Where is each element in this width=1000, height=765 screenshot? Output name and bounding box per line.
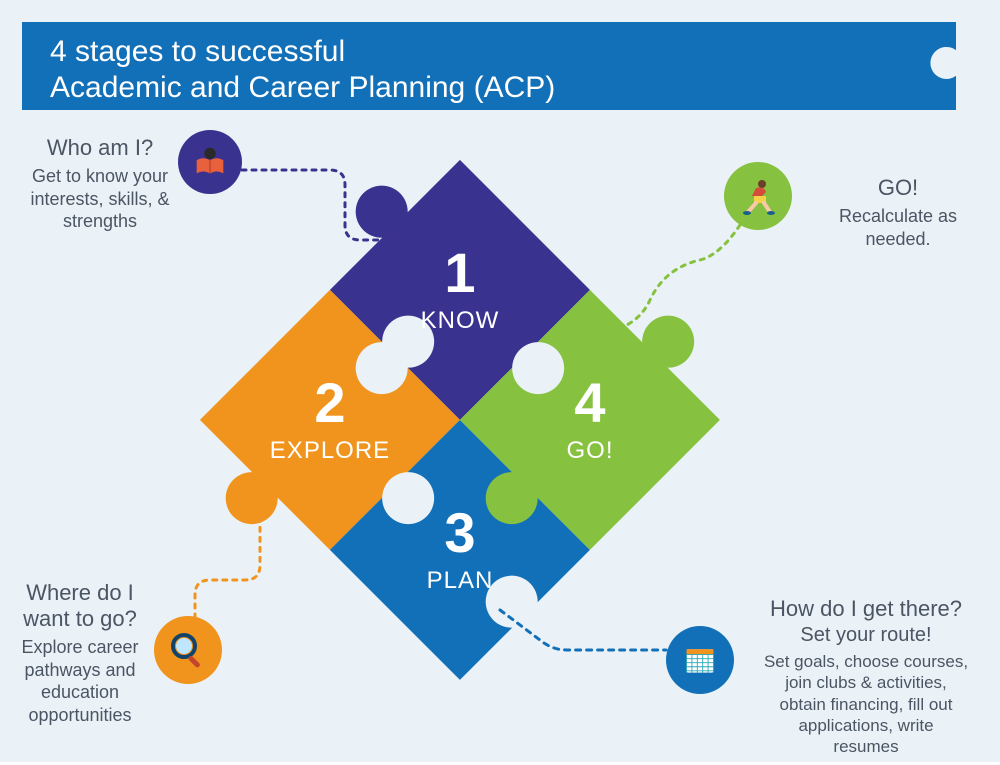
plan-callout-heading: How do I get there? [740, 596, 992, 622]
explore-callout-desc: Explore careerpathways andeducationoppor… [0, 636, 160, 726]
go-callout: GO! Recalculate asneeded. [808, 175, 988, 250]
tile-go-label: GO! [566, 437, 613, 465]
tile-go-number: 4 [574, 375, 605, 431]
plan-callout-lead: Set your route! [740, 624, 992, 647]
go-callout-heading: GO! [808, 175, 988, 201]
calendar-icon [666, 626, 734, 694]
magnifier-icon [154, 616, 222, 684]
tile-know-number: 1 [444, 245, 475, 301]
know-callout-heading: Who am I? [10, 135, 190, 161]
title-banner: 4 stages to successfulAcademic and Caree… [22, 22, 980, 110]
plan-callout: How do I get there?Set your route! Set go… [740, 596, 992, 757]
know-callout-desc: Get to know yourinterests, skills, &stre… [10, 165, 190, 233]
plan-callout-desc: Set goals, choose courses,join clubs & a… [740, 651, 992, 757]
know-callout: Who am I? Get to know yourinterests, skil… [10, 135, 190, 233]
infographic-stage: 4 stages to successfulAcademic and Caree… [0, 0, 1000, 762]
explore-callout-heading: Where do Iwant to go? [0, 580, 160, 632]
tile-explore-number: 2 [314, 375, 345, 431]
explore-callout: Where do Iwant to go?Explore careerpathw… [0, 580, 160, 726]
go-callout-desc: Recalculate asneeded. [808, 205, 988, 250]
runner-icon [724, 162, 792, 230]
tile-plan-label: PLAN [427, 567, 494, 595]
puzzle-tile-go-text: 4 GO! [510, 360, 670, 480]
